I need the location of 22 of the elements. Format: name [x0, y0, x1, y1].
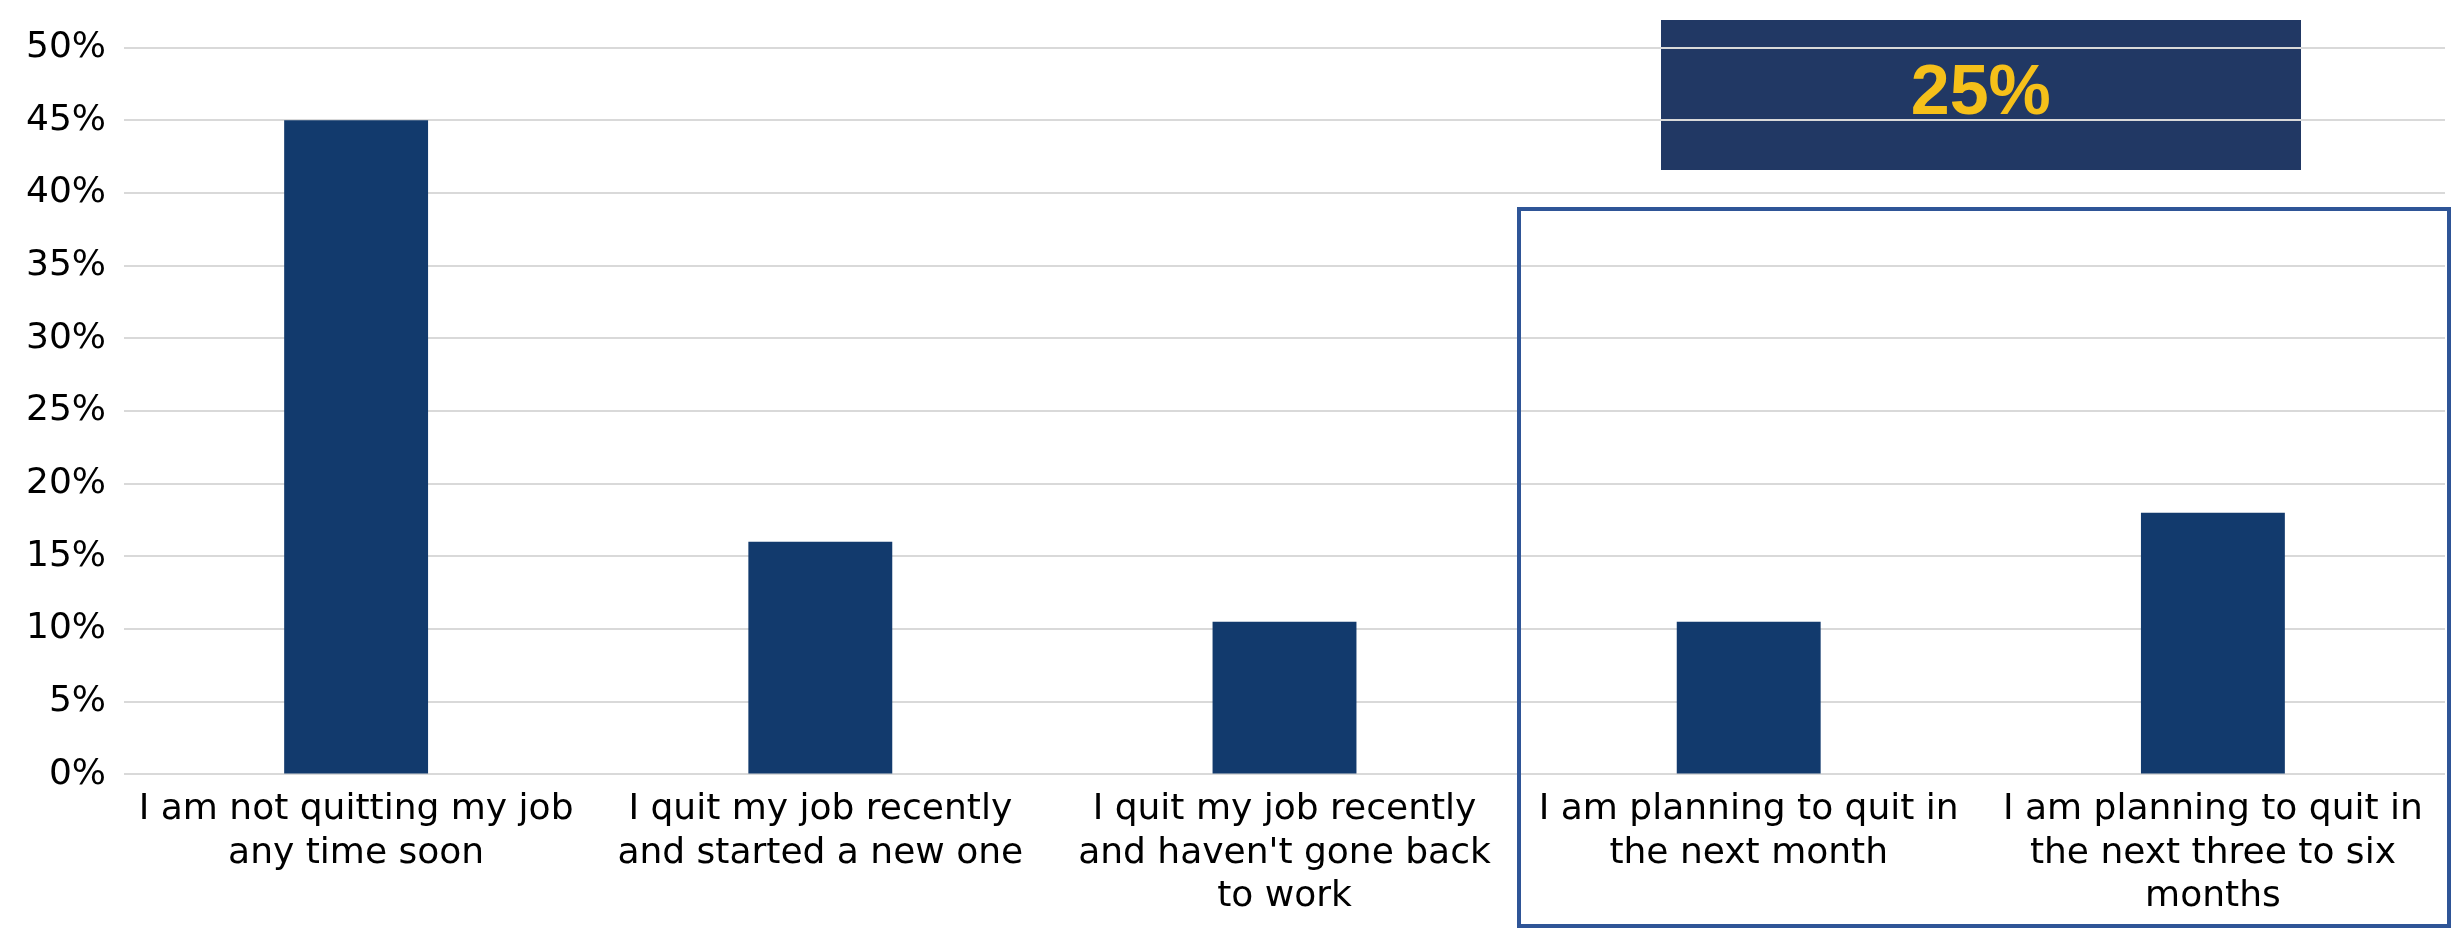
- y-tick-label: 30%: [26, 314, 107, 356]
- y-tick-label: 40%: [26, 169, 107, 211]
- y-tick-label: 50%: [26, 23, 107, 65]
- x-tick-label: I quit my job recently and haven't gone back to work: [1078, 786, 1491, 914]
- y-tick-label: 10%: [26, 605, 107, 647]
- x-tick-label: I am not quitting my job any time soon: [138, 786, 574, 871]
- y-tick-label: 0%: [48, 750, 107, 792]
- x-tick-label: I quit my job recently and started a new one: [617, 786, 1024, 871]
- bar: [1212, 621, 1357, 774]
- y-tick-label: 20%: [26, 460, 107, 502]
- bar: [748, 541, 893, 774]
- bar: [284, 120, 429, 774]
- y-tick-label: 15%: [26, 532, 107, 574]
- y-tick-label: 5%: [48, 678, 107, 720]
- x-tick-label: I am planning to quit in the next three to six months: [2002, 786, 2423, 914]
- annotation: 25%: [1910, 51, 2051, 130]
- bar: [2140, 512, 2285, 774]
- y-tick-label: 25%: [26, 387, 107, 429]
- x-tick-label: I am planning to quit in the next month: [1538, 786, 1959, 871]
- y-tick-label: 45%: [26, 96, 107, 138]
- y-tick-label: 35%: [26, 242, 107, 283]
- bar: [1676, 621, 1821, 774]
